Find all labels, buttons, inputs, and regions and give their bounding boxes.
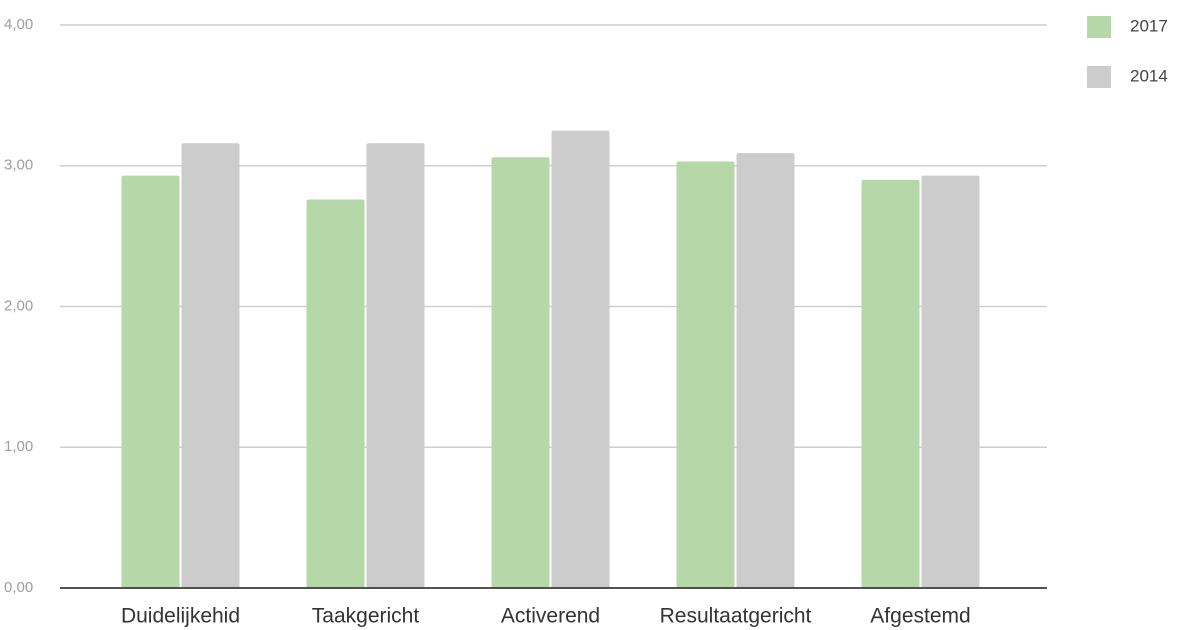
bar — [121, 175, 180, 589]
bar — [491, 157, 550, 588]
bar — [921, 175, 980, 589]
y-tick-label: 0,00 — [4, 579, 33, 596]
x-tick-label: Taakgericht — [312, 605, 420, 628]
y-tick-label: 4,00 — [4, 16, 33, 33]
y-tick-label: 2,00 — [4, 297, 33, 314]
bar — [861, 179, 920, 588]
y-tick-label: 1,00 — [4, 438, 33, 455]
legend-label: 2014 — [1130, 66, 1168, 85]
bar — [306, 199, 365, 588]
legend-swatch — [1087, 66, 1111, 88]
legend-swatch — [1087, 16, 1111, 38]
x-tick-label: Duidelijkehid — [121, 605, 240, 628]
x-tick-label: Afgestemd — [870, 605, 970, 628]
bar — [676, 161, 735, 588]
bar — [181, 143, 240, 589]
y-tick-label: 3,00 — [4, 157, 33, 174]
x-tick-label: Activerend — [501, 605, 600, 628]
bar — [551, 130, 610, 588]
bar — [736, 153, 795, 588]
legend-label: 2017 — [1130, 16, 1168, 35]
x-tick-label: Resultaatgericht — [660, 605, 812, 628]
bar — [366, 143, 425, 589]
